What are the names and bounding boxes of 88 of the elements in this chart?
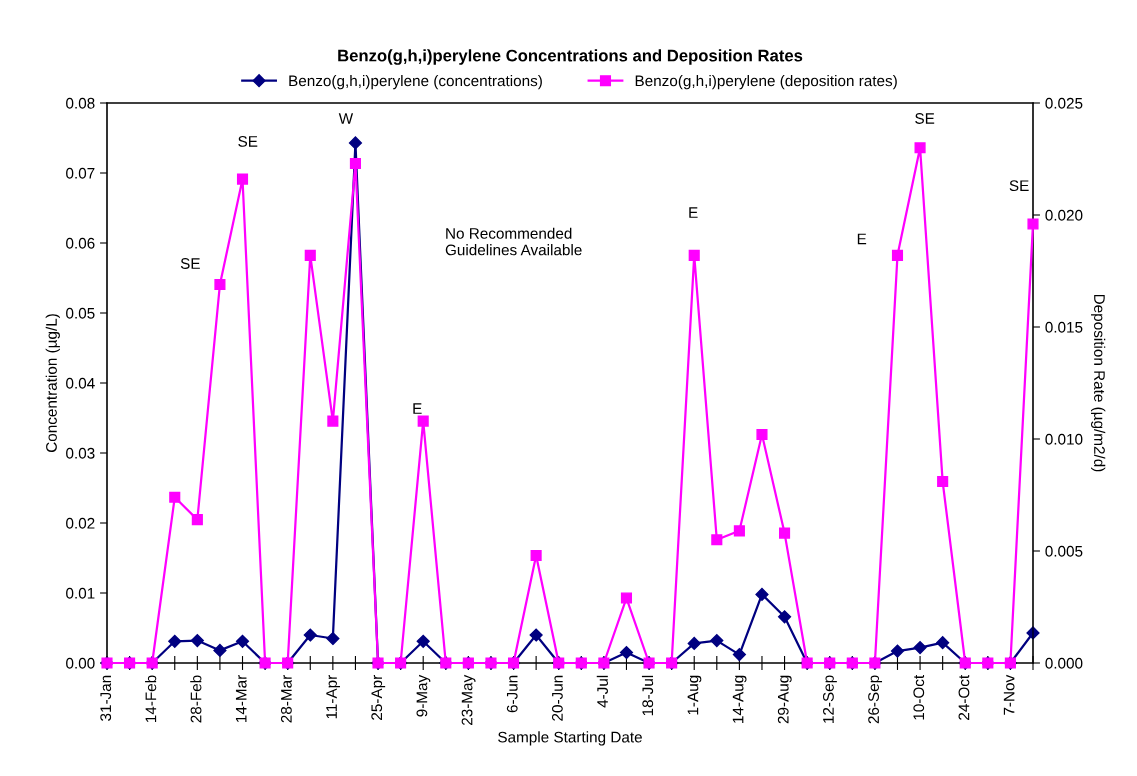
point bbox=[710, 634, 724, 648]
point bbox=[779, 527, 791, 539]
point bbox=[214, 278, 226, 290]
point bbox=[711, 534, 723, 546]
point bbox=[191, 514, 203, 526]
point bbox=[777, 610, 792, 624]
point bbox=[303, 628, 317, 642]
x-tick-label: 23-May bbox=[461, 674, 476, 725]
point bbox=[416, 634, 430, 648]
x-tick-label: 6-Jun bbox=[506, 675, 518, 713]
point bbox=[756, 428, 768, 441]
y-tick-label: 0.08 bbox=[66, 97, 95, 109]
x-tick-label: 28-Mar bbox=[280, 675, 292, 723]
y-tick-label: 0.06 bbox=[66, 237, 95, 249]
point bbox=[620, 592, 633, 604]
annotation: SE bbox=[1009, 180, 1029, 192]
point bbox=[890, 644, 905, 658]
legend-label: Benzo(g,h,i)perylene (concentrations) bbox=[289, 75, 542, 90]
point bbox=[236, 173, 249, 185]
point bbox=[190, 634, 204, 648]
annotation: E bbox=[413, 403, 422, 414]
annotation: E bbox=[689, 207, 698, 218]
point bbox=[417, 415, 429, 427]
x-tick-label: 14-Feb bbox=[145, 675, 157, 723]
x-tick-label: 31-Jan bbox=[100, 675, 112, 721]
point bbox=[213, 643, 227, 657]
x-tick-label: 4-Jul bbox=[596, 675, 608, 708]
x-tick-label: 29-Aug bbox=[777, 675, 792, 724]
point bbox=[733, 525, 745, 537]
point bbox=[530, 549, 542, 562]
x-tick-label: 11-Apr bbox=[326, 675, 340, 719]
x-tick-label: 25-Apr bbox=[371, 675, 386, 720]
point bbox=[914, 142, 926, 154]
x-tick-label: 28-Feb bbox=[190, 675, 202, 723]
y-tick-label: 0.00 bbox=[66, 657, 95, 669]
point bbox=[349, 157, 361, 170]
annotation: E bbox=[857, 233, 867, 245]
y-tick-label: 0.07 bbox=[66, 167, 95, 179]
annotation: No Recommended Guidelines Available bbox=[445, 227, 582, 256]
y2-tick-label: 0.015 bbox=[1045, 321, 1083, 333]
y-tick-label: 0.01 bbox=[66, 587, 95, 599]
x-tick-label: 12-Sep bbox=[823, 675, 837, 723]
legend-label: Benzo(g,h,i)perylene (deposition rates) bbox=[635, 75, 897, 90]
x-tick-label: 20-Jun bbox=[551, 675, 563, 721]
point bbox=[326, 631, 340, 646]
annotation: SE bbox=[238, 136, 258, 147]
y2-tick-label: 0.005 bbox=[1045, 545, 1083, 557]
y-tick-label: 0.03 bbox=[66, 447, 95, 459]
point bbox=[327, 415, 339, 427]
y2-tick-label: 0.000 bbox=[1045, 657, 1083, 669]
point bbox=[755, 587, 769, 601]
annotation: SE bbox=[915, 113, 935, 124]
annotation: W bbox=[338, 113, 354, 124]
x-tick-label: 26-Sep bbox=[868, 675, 883, 724]
x-tick-label: 10-Oct bbox=[913, 674, 925, 720]
x-axis-title: Sample Starting Date bbox=[498, 731, 642, 746]
point bbox=[619, 645, 634, 660]
y-tick-label: 0.05 bbox=[66, 307, 95, 319]
point bbox=[529, 628, 543, 642]
point bbox=[732, 648, 746, 662]
y2-tick-label: 0.025 bbox=[1045, 97, 1083, 109]
point bbox=[687, 636, 701, 650]
y2-axis-title: Deposition Rate (µg/m2/d) bbox=[1091, 294, 1106, 472]
y2-tick-label: 0.020 bbox=[1045, 209, 1083, 221]
point bbox=[937, 476, 949, 488]
x-tick-label: 24-Oct bbox=[958, 674, 970, 720]
y-axis-title: Concentration (µg/L) bbox=[45, 314, 60, 453]
x-tick-label: 1-Aug bbox=[687, 675, 702, 715]
chart-title: Benzo(g,h,i)perylene Concentrations and Deposition Rates bbox=[338, 49, 803, 65]
point bbox=[688, 249, 700, 261]
x-tick-label: 14-Aug bbox=[732, 675, 747, 723]
y2-tick-label: 0.010 bbox=[1045, 433, 1083, 445]
point bbox=[304, 249, 316, 261]
y-tick-label: 0.02 bbox=[66, 517, 95, 529]
x-tick-label: 7-Nov bbox=[1003, 674, 1015, 715]
x-tick-label: 18-Jul bbox=[641, 675, 654, 716]
annotation: SE bbox=[180, 258, 200, 269]
x-tick-label: 9-May bbox=[416, 674, 431, 717]
point bbox=[913, 641, 927, 655]
point bbox=[1027, 218, 1039, 230]
point bbox=[936, 636, 950, 650]
point bbox=[891, 249, 904, 261]
point bbox=[168, 634, 182, 648]
point bbox=[235, 634, 250, 648]
point bbox=[348, 136, 363, 150]
x-tick-label: 14-Mar bbox=[235, 675, 247, 723]
y-tick-label: 0.04 bbox=[66, 377, 95, 389]
point bbox=[169, 491, 181, 503]
